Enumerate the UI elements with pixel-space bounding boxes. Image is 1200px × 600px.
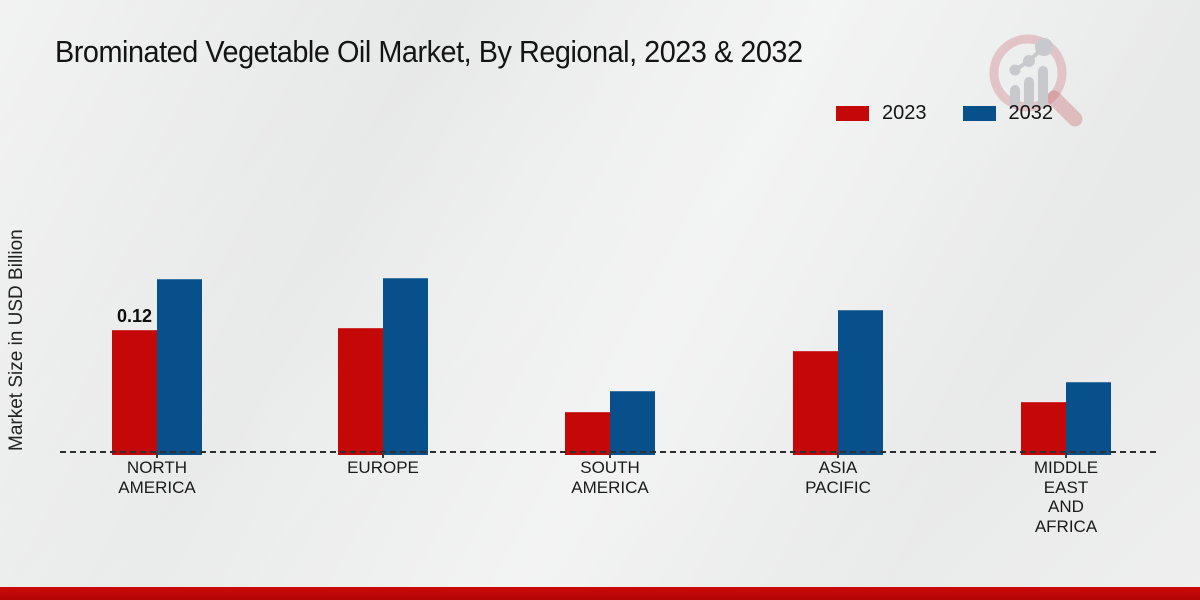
page-title: Brominated Vegetable Oil Market, By Regi… (55, 34, 803, 69)
legend-item-2023[interactable]: 2023 (836, 102, 927, 125)
x-axis-tick (1065, 452, 1067, 458)
legend-swatch-2032 (962, 106, 996, 121)
footer-accent-bar (0, 587, 1200, 600)
legend: 2023 2032 (836, 102, 1053, 125)
bar-2023-south-america[interactable] (565, 412, 610, 455)
bar-2023-middle-east-and-africa[interactable] (1021, 402, 1066, 455)
bar-2032-middle-east-and-africa[interactable] (1066, 382, 1111, 455)
x-axis-baseline (60, 451, 1156, 453)
bar-2032-asia-pacific[interactable] (838, 310, 883, 455)
bar-2023-north-america[interactable] (112, 330, 157, 455)
x-axis-tick (837, 452, 839, 458)
magnifier-bar-chart-logo-icon (989, 34, 1083, 127)
data-label-2023-north-america: 0.12 (116, 306, 153, 326)
legend-label-2023: 2023 (882, 102, 927, 124)
category-label-europe: EUROPE (347, 458, 419, 477)
x-axis-tick (382, 452, 384, 458)
bar-2023-europe[interactable] (338, 328, 383, 455)
x-axis-tick (609, 452, 611, 458)
bar-2032-north-america[interactable] (157, 279, 202, 455)
legend-item-2032[interactable]: 2032 (962, 102, 1054, 125)
category-label-middle-east-and-africa: MIDDLE EAST AND AFRICA (1033, 458, 1099, 536)
y-axis-label: Market Size in USD Billion (6, 229, 27, 451)
category-label-south-america: SOUTH AMERICA (571, 458, 649, 497)
legend-label-2032: 2032 (1008, 102, 1054, 124)
bar-2023-asia-pacific[interactable] (793, 351, 838, 455)
category-label-north-america: NORTH AMERICA (118, 458, 196, 497)
category-label-asia-pacific: ASIA PACIFIC (805, 458, 871, 497)
legend-swatch-2023 (836, 106, 869, 121)
bar-2032-europe[interactable] (383, 278, 428, 455)
x-axis-tick (156, 452, 158, 458)
bar-2032-south-america[interactable] (610, 391, 655, 455)
